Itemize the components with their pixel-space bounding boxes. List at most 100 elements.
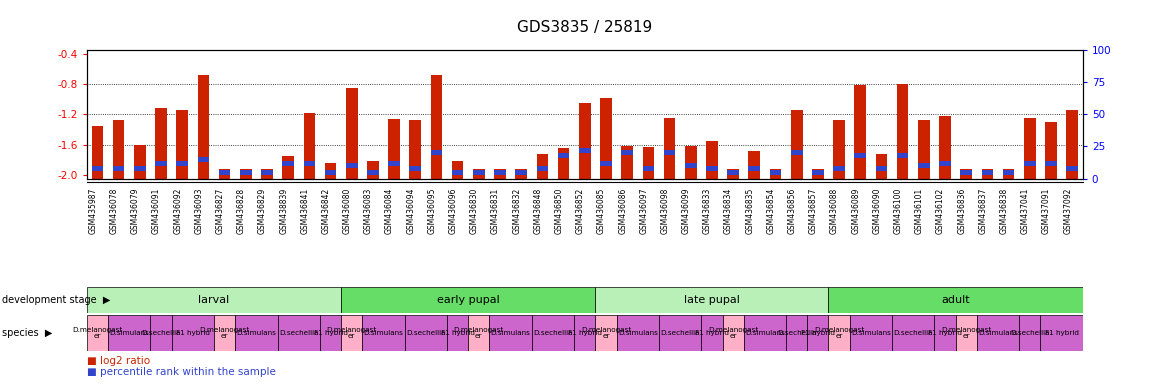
Bar — [87, 315, 108, 351]
Bar — [1046, 122, 1057, 179]
Bar — [532, 315, 574, 351]
Bar — [320, 315, 342, 351]
Text: D.sechellia: D.sechellia — [279, 330, 318, 336]
Bar — [494, 170, 506, 175]
Bar — [1040, 315, 1083, 351]
Text: GSM436832: GSM436832 — [512, 187, 521, 234]
Bar — [240, 170, 251, 175]
Text: D.sechellia: D.sechellia — [894, 330, 933, 336]
Bar — [960, 170, 972, 175]
Text: D.simulans: D.simulans — [745, 330, 785, 336]
Bar — [659, 315, 702, 351]
Bar — [896, 153, 908, 158]
Text: GSM436089: GSM436089 — [851, 187, 860, 234]
Bar — [828, 287, 1083, 313]
Bar — [939, 161, 951, 166]
Bar — [1067, 111, 1078, 179]
Text: GSM436079: GSM436079 — [131, 187, 140, 234]
Text: D.sechellia: D.sechellia — [777, 330, 816, 336]
Text: D.melanogast
er: D.melanogast er — [941, 327, 991, 339]
Bar — [452, 170, 463, 175]
Text: D.simulans: D.simulans — [851, 330, 891, 336]
Bar — [410, 166, 422, 171]
Text: GSM436833: GSM436833 — [703, 187, 712, 234]
Text: D.simulans: D.simulans — [618, 330, 658, 336]
Bar — [536, 154, 548, 179]
Bar — [684, 146, 697, 179]
Bar — [134, 144, 146, 179]
Text: GSM435987: GSM435987 — [88, 187, 97, 234]
Bar — [616, 315, 659, 351]
Bar — [684, 163, 697, 168]
Bar — [219, 169, 230, 179]
Text: GSM438839: GSM438839 — [279, 187, 288, 234]
Text: D.melanogast
er: D.melanogast er — [814, 327, 864, 339]
Bar — [875, 166, 887, 171]
Bar — [219, 170, 230, 175]
Bar — [664, 150, 675, 156]
Bar — [574, 315, 595, 351]
Bar — [558, 153, 570, 158]
Text: GSM436086: GSM436086 — [618, 187, 628, 234]
Bar — [240, 169, 251, 179]
Bar — [342, 287, 595, 313]
Bar — [918, 120, 930, 179]
Bar — [91, 126, 103, 179]
Bar — [176, 111, 188, 179]
Text: D.melanogast
er: D.melanogast er — [454, 327, 504, 339]
Bar — [622, 146, 633, 179]
Text: GSM436857: GSM436857 — [809, 187, 818, 234]
Text: larval: larval — [198, 295, 229, 305]
Bar — [982, 169, 994, 179]
Text: GSM436835: GSM436835 — [746, 187, 754, 234]
Text: GSM436090: GSM436090 — [872, 187, 881, 234]
Text: F1 hybrid: F1 hybrid — [314, 330, 347, 336]
Bar — [367, 161, 379, 179]
Text: adult: adult — [941, 295, 970, 305]
Bar — [112, 120, 124, 179]
Bar — [155, 108, 167, 179]
Bar — [388, 161, 400, 166]
Bar — [362, 315, 404, 351]
Bar — [702, 315, 723, 351]
Bar — [706, 141, 718, 179]
Bar — [643, 147, 654, 179]
Text: D.melanogast
er: D.melanogast er — [327, 327, 376, 339]
Bar — [1024, 118, 1035, 179]
Bar — [112, 166, 124, 171]
Text: GSM436078: GSM436078 — [110, 187, 118, 234]
Text: GDS3835 / 25819: GDS3835 / 25819 — [518, 20, 652, 35]
Bar — [748, 166, 760, 171]
Bar — [490, 315, 532, 351]
Text: early pupal: early pupal — [437, 295, 499, 305]
Bar — [770, 169, 782, 179]
Text: D.sechellia: D.sechellia — [533, 330, 573, 336]
Bar — [447, 315, 468, 351]
Text: F1 hybrid: F1 hybrid — [176, 330, 210, 336]
Text: GSM436099: GSM436099 — [682, 187, 690, 234]
Text: F1 hybrid: F1 hybrid — [695, 330, 728, 336]
Text: GSM436095: GSM436095 — [427, 187, 437, 234]
Bar — [1046, 161, 1057, 166]
Bar — [643, 166, 654, 171]
Bar — [600, 98, 611, 179]
Text: GSM436094: GSM436094 — [406, 187, 416, 234]
Text: D.simulans: D.simulans — [236, 330, 277, 336]
Bar — [579, 148, 591, 153]
Text: GSM436856: GSM436856 — [787, 187, 797, 234]
Text: GSM436085: GSM436085 — [598, 187, 606, 234]
Bar — [262, 170, 273, 175]
Text: GSM436836: GSM436836 — [958, 187, 966, 234]
Text: ■ percentile rank within the sample: ■ percentile rank within the sample — [87, 367, 276, 377]
Text: D.sechellia: D.sechellia — [660, 330, 699, 336]
Bar — [786, 315, 807, 351]
Bar — [807, 315, 828, 351]
Text: development stage  ▶: development stage ▶ — [2, 295, 111, 305]
Text: GSM436088: GSM436088 — [830, 187, 840, 234]
Bar — [828, 315, 850, 351]
Bar — [91, 166, 103, 171]
Bar — [452, 161, 463, 179]
Text: GSM436092: GSM436092 — [174, 187, 182, 234]
Text: ■ log2 ratio: ■ log2 ratio — [87, 356, 151, 366]
Bar — [235, 315, 278, 351]
